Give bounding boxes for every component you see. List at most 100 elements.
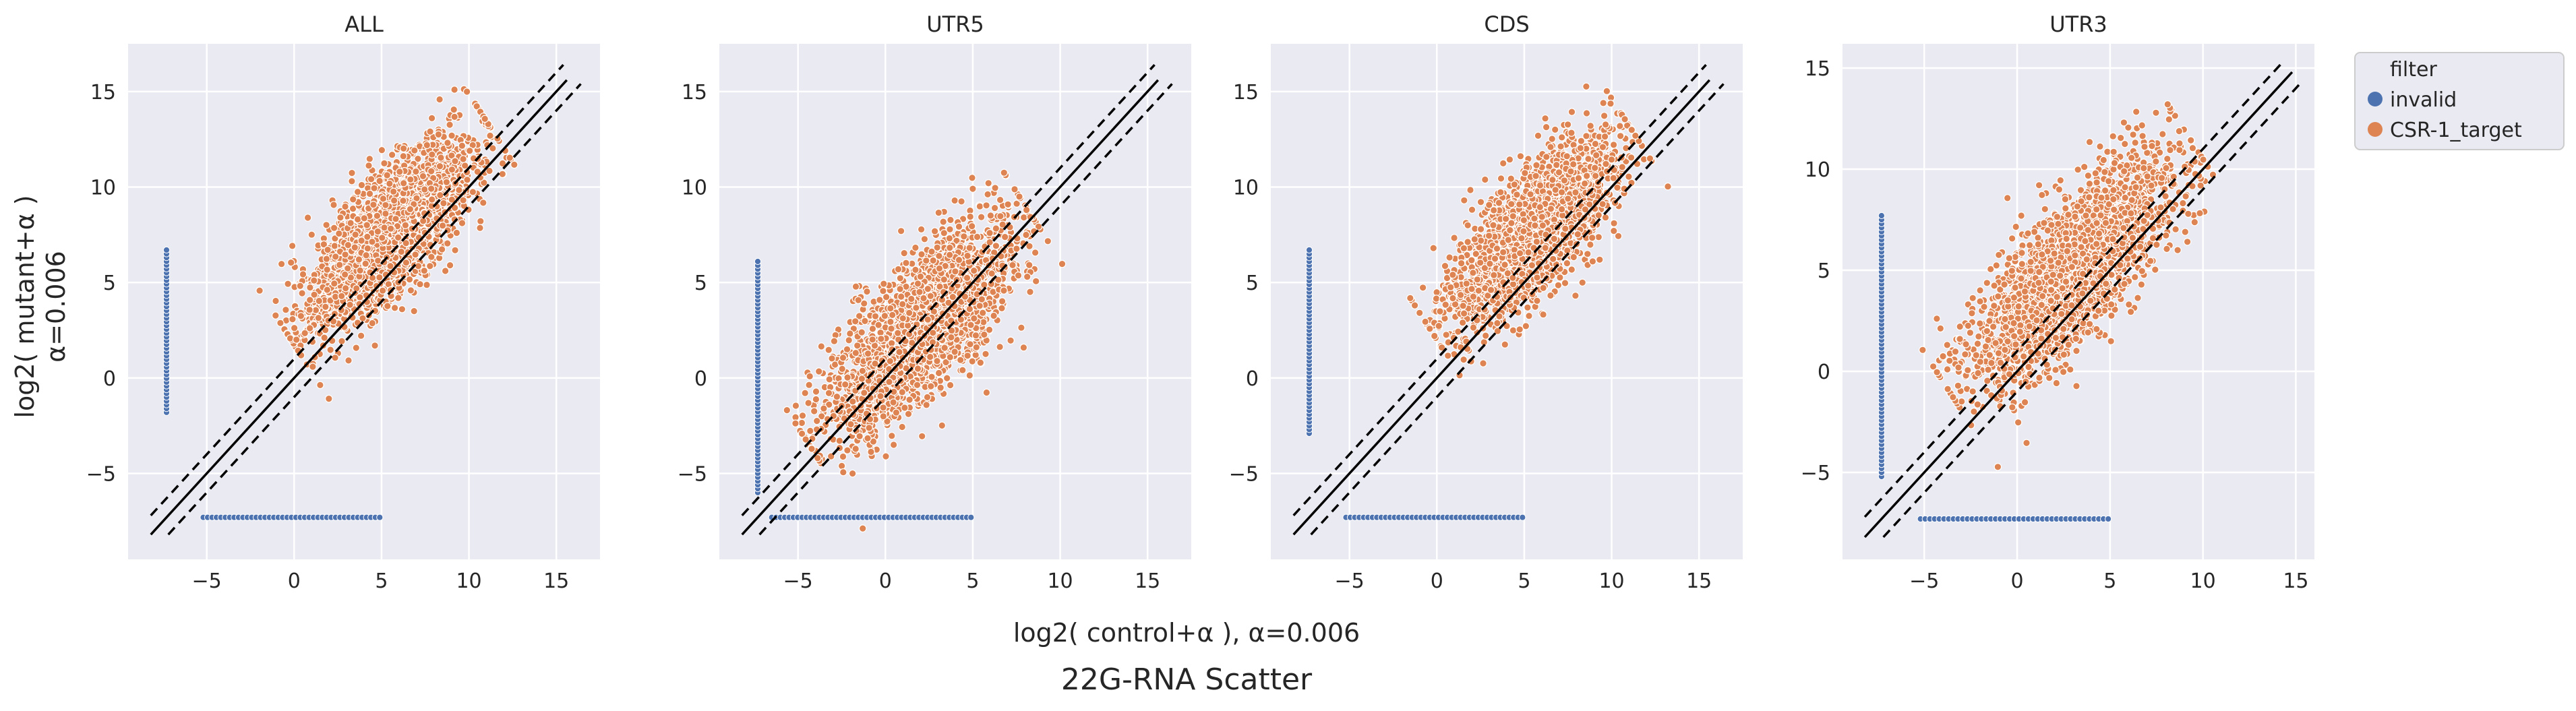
point-csr1-target <box>348 168 356 177</box>
point-csr1-target <box>980 280 988 289</box>
point-csr1-target <box>455 186 463 194</box>
point-csr1-target <box>984 179 992 187</box>
point-csr1-target <box>427 195 436 204</box>
point-invalid <box>376 514 384 521</box>
point-csr1-target <box>953 237 961 245</box>
point-csr1-target <box>839 452 847 461</box>
point-csr1-target <box>405 275 414 284</box>
point-csr1-target <box>988 270 996 278</box>
point-csr1-target <box>334 229 343 238</box>
y-tick-label: 5 <box>103 272 116 295</box>
point-csr1-target <box>945 234 954 243</box>
point-csr1-target <box>791 419 800 428</box>
point-csr1-target <box>368 237 376 246</box>
point-csr1-target <box>851 445 860 453</box>
point-csr1-target <box>336 213 345 222</box>
point-csr1-target <box>390 304 399 312</box>
point-csr1-target <box>345 357 353 365</box>
point-csr1-target <box>855 312 864 320</box>
point-csr1-target <box>292 336 301 344</box>
point-csr1-target <box>951 196 959 205</box>
point-csr1-target <box>361 259 369 268</box>
point-csr1-target <box>357 181 366 189</box>
point-csr1-target <box>804 399 812 407</box>
point-csr1-target <box>933 243 941 252</box>
point-csr1-target <box>390 196 398 205</box>
point-csr1-target <box>966 212 974 221</box>
point-csr1-target <box>351 230 359 239</box>
point-csr1-target <box>798 429 806 438</box>
point-csr1-target <box>901 404 909 412</box>
x-tick-label: 10 <box>1047 569 1073 593</box>
point-csr1-target <box>936 282 944 290</box>
point-csr1-target <box>843 446 851 454</box>
point-csr1-target <box>1058 259 1067 268</box>
point-csr1-target <box>992 241 1000 250</box>
point-csr1-target <box>378 146 386 154</box>
point-csr1-target <box>256 286 264 295</box>
point-csr1-target <box>360 214 369 222</box>
point-csr1-target <box>918 432 926 441</box>
point-csr1-target <box>825 375 833 383</box>
point-csr1-target <box>897 226 905 235</box>
point-csr1-target <box>298 289 306 297</box>
point-csr1-target <box>434 130 443 139</box>
point-csr1-target <box>363 244 372 253</box>
point-csr1-target <box>446 121 454 129</box>
point-csr1-target <box>883 417 891 426</box>
point-csr1-target <box>446 261 454 270</box>
point-csr1-target <box>309 363 317 371</box>
point-csr1-target <box>412 167 420 176</box>
point-csr1-target <box>282 305 290 314</box>
point-csr1-target <box>996 195 1005 204</box>
point-csr1-target <box>858 328 866 336</box>
point-csr1-target <box>394 233 402 242</box>
y-tick-label: 0 <box>103 367 116 391</box>
point-csr1-target <box>419 172 427 181</box>
point-csr1-target <box>368 319 377 328</box>
point-csr1-target <box>351 243 359 251</box>
point-csr1-target <box>863 287 871 296</box>
x-tick-label: 5 <box>966 569 979 593</box>
point-csr1-target <box>297 312 305 320</box>
point-csr1-target <box>1044 237 1052 245</box>
point-csr1-target <box>331 235 339 243</box>
point-csr1-target <box>939 218 947 226</box>
point-csr1-target <box>481 115 489 123</box>
point-csr1-target <box>410 307 418 315</box>
point-csr1-target <box>320 240 328 249</box>
point-csr1-target <box>410 146 419 155</box>
point-csr1-target <box>882 292 891 301</box>
point-csr1-target <box>451 246 459 255</box>
point-csr1-target <box>858 375 866 383</box>
point-csr1-target <box>880 280 888 288</box>
point-csr1-target <box>389 187 398 196</box>
y-tick-label: −5 <box>86 463 116 487</box>
point-csr1-target <box>382 210 390 218</box>
point-csr1-target <box>331 253 340 261</box>
point-csr1-target <box>368 274 377 282</box>
point-csr1-target <box>309 276 318 284</box>
point-csr1-target <box>904 410 913 419</box>
point-csr1-target <box>860 299 868 308</box>
point-csr1-target <box>355 293 364 301</box>
point-csr1-target <box>916 272 925 281</box>
point-csr1-target <box>399 197 407 205</box>
point-csr1-target <box>426 127 434 135</box>
point-csr1-target <box>887 317 895 326</box>
dashed-reference-line <box>167 83 582 536</box>
point-csr1-target <box>323 286 332 294</box>
point-csr1-target <box>330 201 338 209</box>
x-tick-label: −5 <box>192 569 222 593</box>
point-csr1-target <box>1031 277 1040 286</box>
point-csr1-target <box>341 284 350 292</box>
point-csr1-target <box>976 202 984 210</box>
point-csr1-target <box>330 279 338 288</box>
point-csr1-target <box>370 184 378 192</box>
point-csr1-target <box>353 215 362 224</box>
point-csr1-target <box>882 452 890 460</box>
point-csr1-target <box>978 309 987 317</box>
point-csr1-target <box>276 319 284 328</box>
